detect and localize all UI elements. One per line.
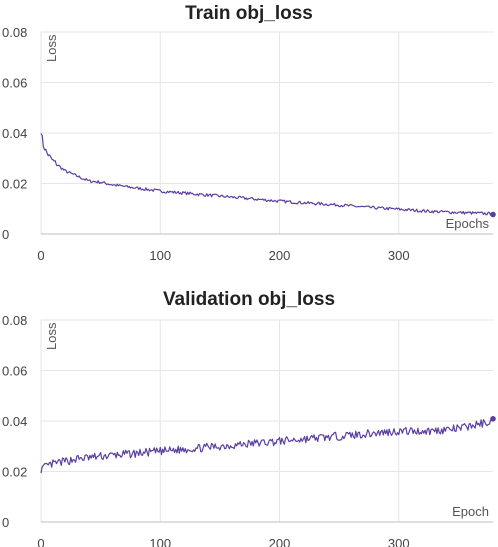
y-tick-label: 0.04 — [2, 126, 27, 141]
y-tick-label: 0.02 — [2, 465, 27, 480]
y-tick-label: 0 — [2, 227, 9, 242]
y-tick-label: 0.02 — [2, 177, 27, 192]
y-axis-label: Loss — [44, 322, 59, 350]
x-tick-label: 0 — [37, 536, 44, 547]
chart-title: Validation obj_loss — [163, 289, 335, 310]
y-axis-label: Loss — [44, 34, 59, 62]
x-tick-label: 200 — [269, 248, 291, 263]
y-tick-label: 0.08 — [2, 313, 27, 328]
series-line — [40, 133, 494, 216]
x-tick-label: 300 — [388, 536, 410, 547]
y-tick-label: 0.06 — [2, 364, 27, 379]
x-tick-label: 100 — [149, 248, 171, 263]
x-tick-label: 300 — [388, 248, 410, 263]
x-tick-label: 0 — [37, 248, 44, 263]
y-tick-label: 0 — [2, 515, 9, 530]
chart-title: Train obj_loss — [185, 3, 313, 24]
x-tick-label: 200 — [269, 536, 291, 547]
series-end-point — [490, 416, 496, 422]
x-axis-label: Epochs — [446, 216, 490, 231]
x-axis-label: Epoch — [452, 504, 489, 519]
y-tick-label: 0.06 — [2, 76, 27, 91]
y-tick-label: 0.08 — [2, 25, 27, 40]
validation-obj-loss-chart: Validation obj_loss 0 0.02 0.04 0.06 0.08 0 100… — [2, 289, 496, 547]
series-end-point — [490, 211, 496, 218]
train-obj-loss-chart: Train obj_loss 0 0.02 0.04 0.06 0.08 0 100 200 30… — [2, 3, 496, 263]
x-tick-label: 100 — [149, 536, 171, 547]
y-tick-label: 0.04 — [2, 414, 27, 429]
series-line — [40, 418, 494, 474]
